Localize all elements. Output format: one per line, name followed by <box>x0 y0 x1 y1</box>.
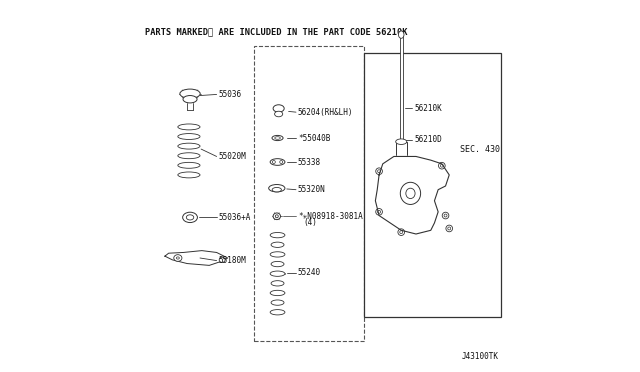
Ellipse shape <box>182 212 197 222</box>
Ellipse shape <box>272 135 283 141</box>
Ellipse shape <box>178 143 200 149</box>
Ellipse shape <box>378 170 381 173</box>
Text: 55180M: 55180M <box>218 256 246 265</box>
Bar <box>253 46 364 341</box>
Bar <box>400 31 403 167</box>
Ellipse shape <box>398 229 404 235</box>
Ellipse shape <box>399 31 404 38</box>
Ellipse shape <box>273 161 275 163</box>
Ellipse shape <box>448 227 451 230</box>
Ellipse shape <box>396 139 407 144</box>
Ellipse shape <box>273 105 284 112</box>
Ellipse shape <box>183 96 197 103</box>
Text: PARTS MARKED※ ARE INCLUDED IN THE PART CODE 56210K: PARTS MARKED※ ARE INCLUDED IN THE PART C… <box>145 27 407 36</box>
Text: 55036: 55036 <box>218 90 241 99</box>
Ellipse shape <box>280 161 283 163</box>
Ellipse shape <box>400 182 420 205</box>
Ellipse shape <box>269 185 285 192</box>
Ellipse shape <box>271 300 284 305</box>
Ellipse shape <box>444 214 447 217</box>
Ellipse shape <box>275 215 278 218</box>
Text: 55036+A: 55036+A <box>218 213 251 222</box>
Ellipse shape <box>406 188 415 199</box>
Ellipse shape <box>400 231 403 234</box>
Ellipse shape <box>438 162 445 169</box>
Ellipse shape <box>275 137 280 139</box>
Ellipse shape <box>174 255 182 261</box>
Polygon shape <box>376 157 449 234</box>
Ellipse shape <box>180 89 200 98</box>
Ellipse shape <box>271 281 284 286</box>
Ellipse shape <box>186 215 194 220</box>
Ellipse shape <box>178 162 200 168</box>
Text: (4): (4) <box>303 218 317 227</box>
Ellipse shape <box>178 124 200 130</box>
Text: 56210K: 56210K <box>414 104 442 113</box>
Ellipse shape <box>178 134 200 140</box>
Ellipse shape <box>178 172 200 178</box>
Ellipse shape <box>376 209 382 215</box>
Ellipse shape <box>272 187 282 192</box>
Ellipse shape <box>378 211 381 213</box>
Text: 55020M: 55020M <box>218 152 246 161</box>
Text: 56204(RH&LH): 56204(RH&LH) <box>298 108 353 117</box>
Ellipse shape <box>396 202 407 207</box>
Ellipse shape <box>177 257 179 259</box>
Text: 55338: 55338 <box>298 157 321 167</box>
Text: 55320N: 55320N <box>298 185 326 194</box>
Ellipse shape <box>270 232 285 238</box>
Text: J43100TK: J43100TK <box>462 352 499 361</box>
Text: 55240: 55240 <box>298 268 321 277</box>
Ellipse shape <box>273 213 280 219</box>
Text: 56210D: 56210D <box>414 135 442 144</box>
Ellipse shape <box>220 257 225 262</box>
Text: *55040B: *55040B <box>298 134 330 142</box>
Ellipse shape <box>270 310 285 315</box>
Ellipse shape <box>178 153 200 159</box>
Ellipse shape <box>376 168 382 174</box>
Ellipse shape <box>271 262 284 267</box>
Ellipse shape <box>271 242 284 247</box>
Ellipse shape <box>270 271 285 276</box>
Ellipse shape <box>270 159 285 165</box>
Bar <box>396 142 407 205</box>
Ellipse shape <box>270 252 285 257</box>
Text: *✳N08918-3081A: *✳N08918-3081A <box>298 212 363 221</box>
Bar <box>364 53 501 317</box>
Ellipse shape <box>440 164 444 167</box>
Ellipse shape <box>270 290 285 296</box>
Ellipse shape <box>446 225 452 232</box>
Text: SEC. 430: SEC. 430 <box>460 145 500 154</box>
Ellipse shape <box>442 212 449 219</box>
Ellipse shape <box>275 111 283 117</box>
